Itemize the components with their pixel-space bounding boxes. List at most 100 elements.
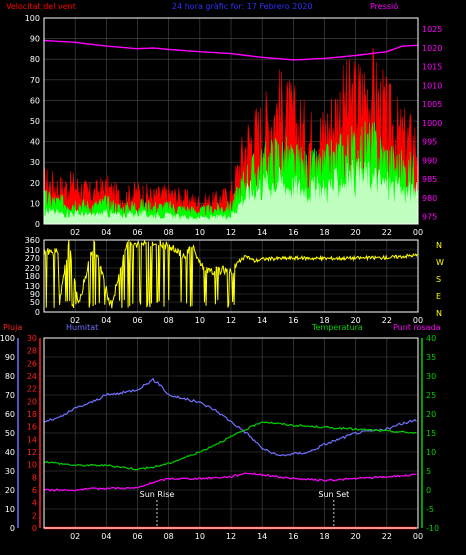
compass-n-bottom: N bbox=[436, 309, 442, 318]
wind-ytick: 0 bbox=[35, 220, 40, 229]
rain-ytick: 14 bbox=[27, 435, 37, 444]
compass-e: E bbox=[436, 292, 441, 301]
rain-title: Pluja bbox=[3, 323, 22, 332]
temperature-ytick: 40 bbox=[426, 334, 436, 343]
pressure-ytick: 990 bbox=[422, 156, 437, 165]
compass-s: S bbox=[436, 275, 441, 284]
rain-ytick: 0 bbox=[32, 524, 37, 533]
climate-xtick: 22 bbox=[382, 532, 392, 541]
pressure-ytick: 1000 bbox=[422, 119, 442, 128]
wind-speed-title: Velocitat del vent bbox=[6, 2, 76, 11]
rain-ytick: 4 bbox=[32, 499, 37, 508]
wind-ytick: 10 bbox=[30, 199, 40, 208]
humidity-ytick: 60 bbox=[5, 410, 15, 419]
direction-xtick: 12 bbox=[226, 316, 236, 325]
pressure-ytick: 1020 bbox=[422, 44, 442, 53]
wind-xtick: 06 bbox=[132, 228, 142, 237]
rain-ytick: 16 bbox=[27, 423, 37, 432]
humidity-ytick: 100 bbox=[0, 334, 15, 343]
direction-xtick: 08 bbox=[164, 316, 174, 325]
temperature-ytick: 25 bbox=[426, 391, 436, 400]
direction-xtick: 22 bbox=[382, 316, 392, 325]
direction-xtick: 02 bbox=[70, 316, 80, 325]
humidity-ytick: 80 bbox=[5, 372, 15, 381]
temperature-ytick: 10 bbox=[426, 448, 436, 457]
rain-ytick: 22 bbox=[27, 385, 37, 394]
wind-ytick: 20 bbox=[30, 179, 40, 188]
wind-ytick: 80 bbox=[30, 55, 40, 64]
compass-w: W bbox=[436, 258, 444, 267]
rain-ytick: 12 bbox=[27, 448, 37, 457]
direction-ytick: 310 bbox=[25, 246, 40, 255]
humidity-ytick: 0 bbox=[10, 524, 15, 533]
rain-ytick: 10 bbox=[27, 461, 37, 470]
wind-ytick: 60 bbox=[30, 96, 40, 105]
direction-ytick: 220 bbox=[25, 264, 40, 273]
direction-xtick: 04 bbox=[101, 316, 111, 325]
rain-ytick: 8 bbox=[32, 473, 37, 482]
rain-ytick: 30 bbox=[27, 334, 37, 343]
direction-line bbox=[43, 240, 418, 309]
climate-xtick: 06 bbox=[132, 532, 142, 541]
direction-ytick: 90 bbox=[30, 290, 40, 299]
climate-xtick: 10 bbox=[195, 532, 205, 541]
pressure-ytick: 985 bbox=[422, 175, 437, 184]
temperature-ytick: 30 bbox=[426, 372, 436, 381]
climate-xtick: 02 bbox=[70, 532, 80, 541]
climate-xtick: 04 bbox=[101, 532, 111, 541]
wind-ytick: 70 bbox=[30, 76, 40, 85]
temperature-ytick: -10 bbox=[426, 524, 439, 533]
direction-ytick: 130 bbox=[25, 282, 40, 291]
wind-panel-frame bbox=[43, 17, 419, 225]
wind-xtick: 04 bbox=[101, 228, 111, 237]
temperature-ytick: 15 bbox=[426, 429, 436, 438]
temperature-ytick: -5 bbox=[426, 505, 434, 514]
direction-ytick: 360 bbox=[25, 236, 40, 245]
pressure-ytick: 975 bbox=[422, 213, 437, 222]
wind-xtick: 10 bbox=[195, 228, 205, 237]
sunset-label: Sun Set bbox=[318, 490, 349, 499]
direction-xtick: 10 bbox=[195, 316, 205, 325]
humidity-ytick: 70 bbox=[5, 391, 15, 400]
pressure-ytick: 980 bbox=[422, 194, 437, 203]
climate-series-3 bbox=[43, 421, 417, 471]
wind-xtick: 00 bbox=[413, 228, 423, 237]
climate-panel-frame bbox=[43, 337, 419, 529]
direction-xtick: 16 bbox=[288, 316, 298, 325]
humidity-ytick: 10 bbox=[5, 505, 15, 514]
wind-xtick: 20 bbox=[351, 228, 361, 237]
climate-series-4 bbox=[43, 472, 417, 492]
wind-ytick: 50 bbox=[30, 117, 40, 126]
pressure-ytick: 1025 bbox=[422, 25, 442, 34]
wind-ytick: 30 bbox=[30, 158, 40, 167]
direction-ytick: 270 bbox=[25, 254, 40, 263]
humidity-ytick: 30 bbox=[5, 467, 15, 476]
compass-n-top: N bbox=[436, 241, 442, 250]
pressure-line bbox=[43, 39, 419, 61]
temperature-ytick: 35 bbox=[426, 353, 436, 362]
humidity-ytick: 20 bbox=[5, 486, 15, 495]
rain-ytick: 20 bbox=[27, 397, 37, 406]
climate-xtick: 12 bbox=[226, 532, 236, 541]
climate-xtick: 20 bbox=[351, 532, 361, 541]
direction-xtick: 06 bbox=[132, 316, 142, 325]
rain-ytick: 28 bbox=[27, 347, 37, 356]
direction-ytick: 0 bbox=[35, 308, 40, 317]
humidity-ytick: 40 bbox=[5, 448, 15, 457]
wind-xtick: 18 bbox=[319, 228, 329, 237]
temperature-ytick: 0 bbox=[426, 486, 431, 495]
temperature-ytick: 5 bbox=[426, 467, 431, 476]
climate-xtick: 14 bbox=[257, 532, 267, 541]
wind-xtick: 08 bbox=[164, 228, 174, 237]
pressure-ytick: 1015 bbox=[422, 63, 442, 72]
wind-ytick: 90 bbox=[30, 35, 40, 44]
wind-xtick: 12 bbox=[226, 228, 236, 237]
pressure-title: Pressió bbox=[370, 1, 398, 11]
wind-xtick: 16 bbox=[288, 228, 298, 237]
rain-ytick: 26 bbox=[27, 359, 37, 368]
rain-ytick: 24 bbox=[27, 372, 37, 381]
direction-xtick: 18 bbox=[319, 316, 329, 325]
direction-panel-frame bbox=[43, 239, 419, 313]
dewpoint-title: Punt rosada bbox=[393, 323, 441, 332]
